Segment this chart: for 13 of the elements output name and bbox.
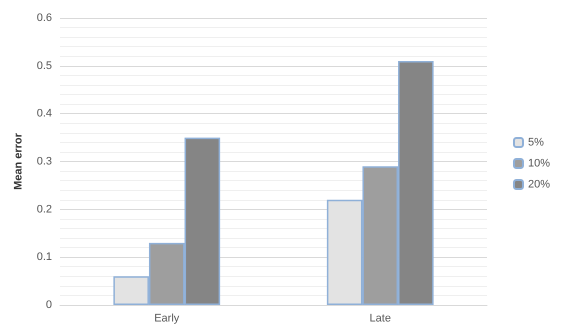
y-tick-label: 0.2 — [36, 203, 52, 216]
x-tick-label: Early — [154, 312, 180, 324]
y-tick-label: 0.4 — [36, 108, 52, 120]
x-tick-label: Late — [370, 312, 391, 324]
y-tick-label: 0 — [46, 299, 52, 311]
y-tick-label: 0.6 — [36, 12, 52, 24]
y-axis-title: Mean error — [12, 132, 24, 190]
legend-label: 5% — [528, 136, 544, 148]
legend-label: 10% — [528, 158, 550, 170]
y-tick-label: 0.1 — [36, 251, 52, 264]
y-tick-label: 0.5 — [36, 60, 52, 72]
y-tick-label: 0.3 — [36, 156, 52, 168]
legend-label: 20% — [528, 178, 550, 190]
